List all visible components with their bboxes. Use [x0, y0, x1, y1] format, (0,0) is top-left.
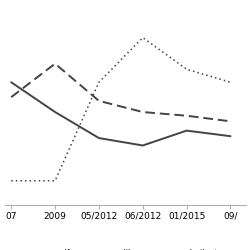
Legend: welfare, ecolib, euro + bailout: welfare, ecolib, euro + bailout [30, 246, 220, 250]
